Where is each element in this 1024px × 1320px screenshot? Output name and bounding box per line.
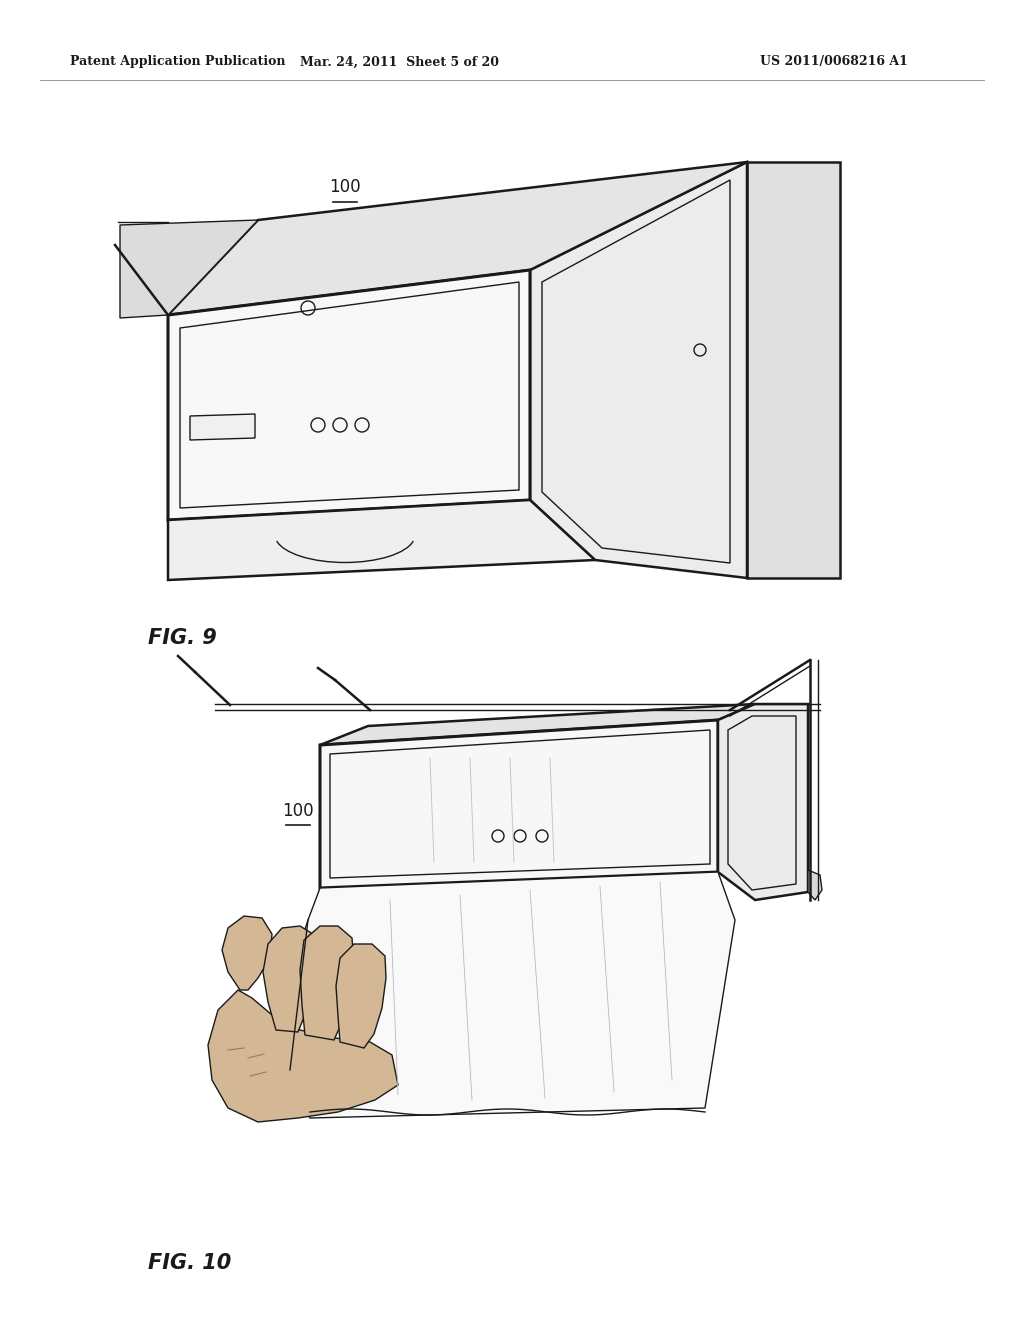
Polygon shape [168,271,530,520]
Polygon shape [808,870,822,900]
Polygon shape [120,220,258,318]
Polygon shape [530,162,746,578]
Text: FIG. 9: FIG. 9 [148,628,217,648]
Polygon shape [168,162,746,315]
Polygon shape [319,719,718,888]
Polygon shape [222,916,272,990]
Polygon shape [190,414,255,440]
Polygon shape [718,704,808,900]
Polygon shape [168,500,595,579]
Text: 100: 100 [283,803,313,820]
Text: US 2011/0068216 A1: US 2011/0068216 A1 [760,55,908,69]
Polygon shape [208,990,398,1122]
Text: Patent Application Publication: Patent Application Publication [70,55,286,69]
Text: FIG. 10: FIG. 10 [148,1253,231,1272]
Polygon shape [300,927,354,1040]
Polygon shape [319,704,755,744]
Text: Mar. 24, 2011  Sheet 5 of 20: Mar. 24, 2011 Sheet 5 of 20 [300,55,500,69]
Polygon shape [336,944,386,1048]
Polygon shape [746,162,840,578]
Text: 100: 100 [329,178,360,195]
Polygon shape [275,873,735,1118]
Polygon shape [263,927,318,1032]
